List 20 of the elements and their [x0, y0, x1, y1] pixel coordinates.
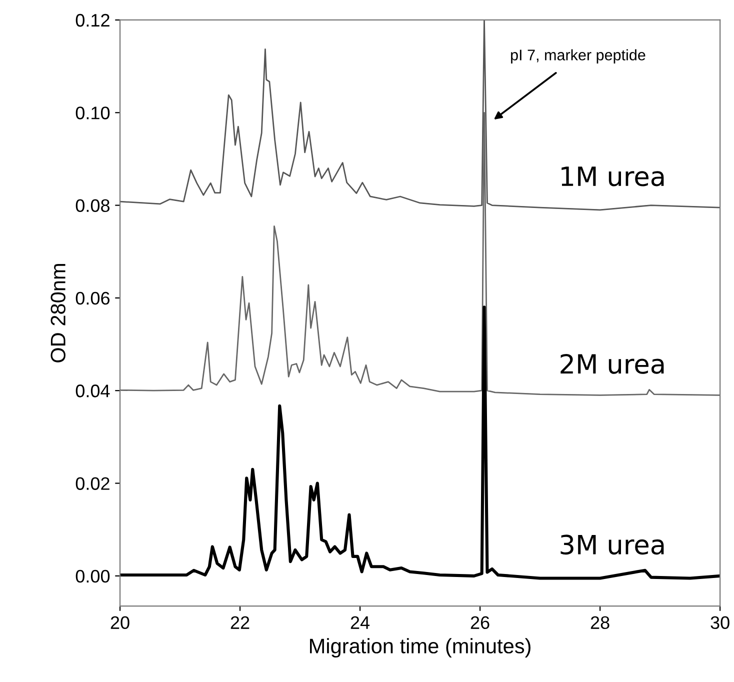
y-tick-label: 0.06 [76, 292, 110, 305]
y-tick-label: 0.04 [76, 384, 110, 398]
y-axis-title: OD 280nm [50, 264, 66, 362]
x-tick-label: 20 [110, 616, 130, 630]
y-tick-label: 0.10 [76, 106, 110, 120]
x-axis-title: Migration time (minutes) [310, 638, 530, 658]
series-label: 1M urea [562, 166, 664, 186]
x-tick-label: 22 [230, 616, 250, 629]
series-label: 3M urea [560, 534, 664, 555]
x-tick-label: 26 [470, 616, 490, 630]
annotation: pI 7, marker peptide [511, 49, 646, 64]
series-label: 2M urea [560, 354, 664, 374]
y-tick-label: 0.02 [76, 477, 110, 490]
y-tick-label: 0.08 [76, 199, 110, 212]
x-tick-label: 24 [350, 616, 370, 629]
line-series [120, 112, 720, 396]
x-tick-label: 30 [710, 616, 730, 630]
x-tick-label: 28 [590, 616, 610, 630]
y-tick-label: 0.12 [76, 14, 110, 27]
y-tick-label: 0.00 [76, 570, 110, 583]
